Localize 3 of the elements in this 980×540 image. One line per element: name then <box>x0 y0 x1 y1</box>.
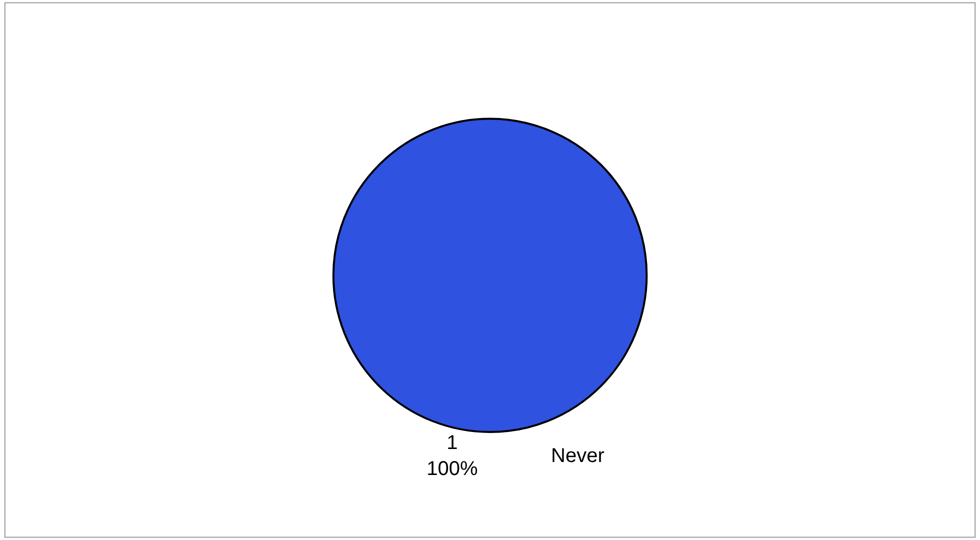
slice-label: 1 <box>446 432 458 454</box>
data-label: 100% <box>426 458 478 480</box>
text: Never <box>551 445 605 467</box>
